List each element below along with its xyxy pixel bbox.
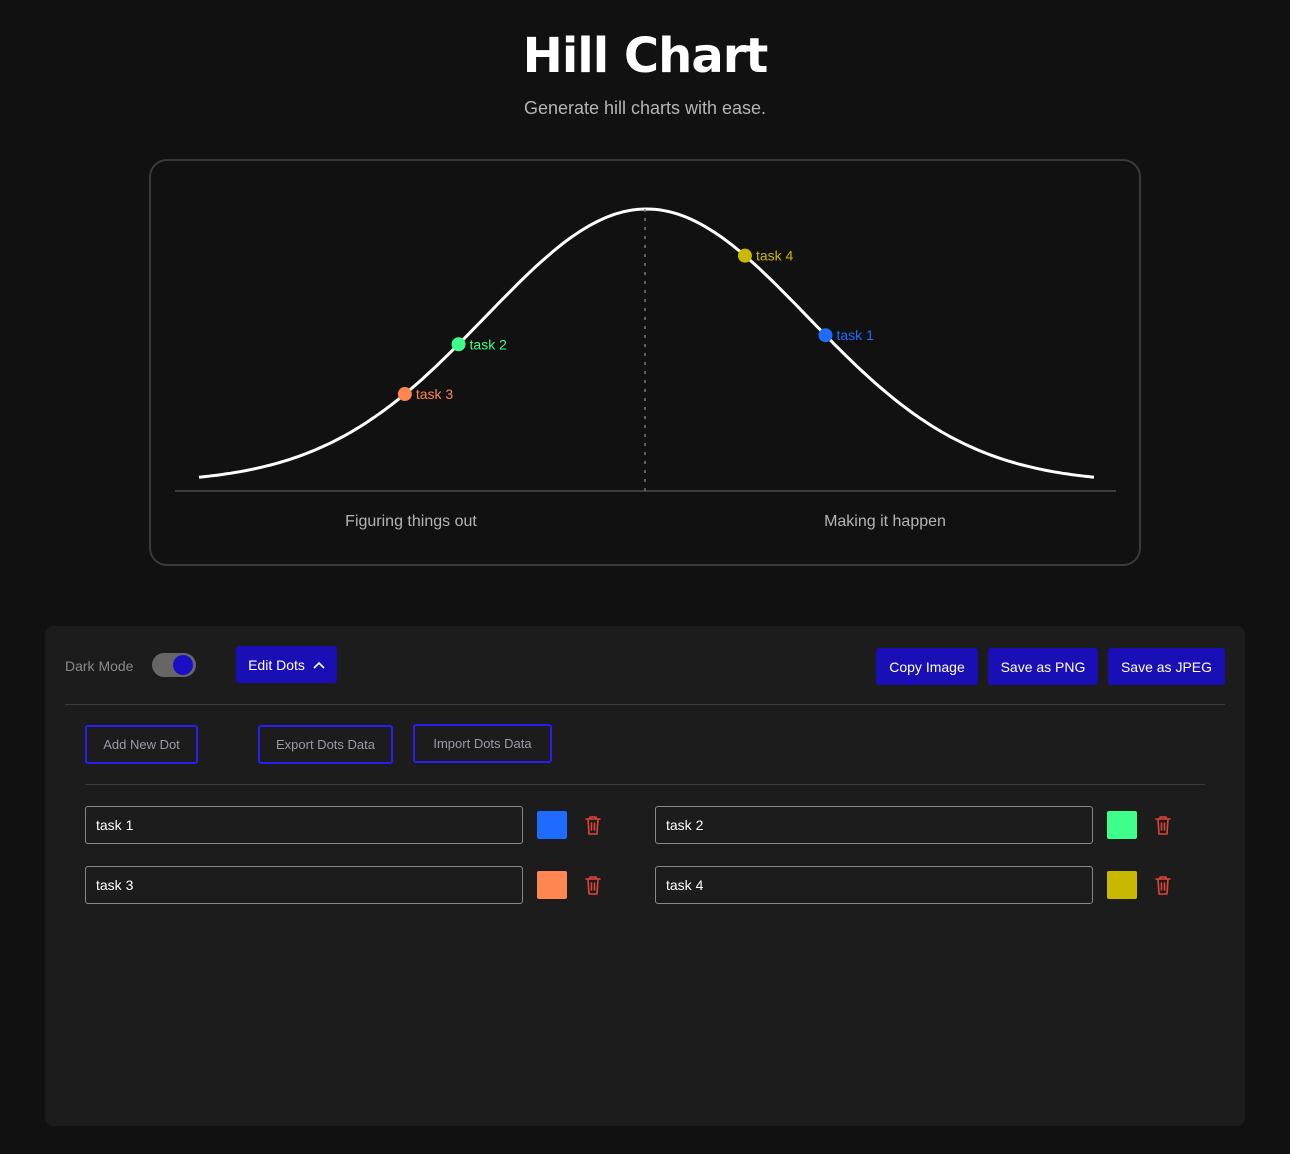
dot-name-input[interactable] [85,866,523,904]
trash-icon[interactable] [583,814,603,836]
dot-name-input[interactable] [85,806,523,844]
left-phase-label: Figuring things out [345,513,477,530]
right-phase-label: Making it happen [824,513,946,530]
hill-chart: Figuring things out Making it happen tas… [175,207,1116,530]
save-jpeg-button[interactable]: Save as JPEG [1108,648,1225,685]
dark-mode-toggle[interactable] [152,653,196,677]
hill-dot[interactable] [818,328,833,343]
panel-divider [65,704,1225,705]
trash-icon[interactable] [583,874,603,896]
dot-color-swatch[interactable] [1107,871,1137,899]
hill-dot-label: task 1 [837,327,875,343]
dot-name-input[interactable] [655,866,1093,904]
page-subtitle: Generate hill charts with ease. [523,98,767,118]
hill-curve [198,207,1095,479]
controls-panel: Dark Mode Edit Dots Copy Image Save as P… [45,626,1245,1126]
add-dot-button[interactable]: Add New Dot [85,725,198,764]
dots-divider [85,784,1205,785]
hill-dot[interactable] [397,387,412,402]
copy-image-button[interactable]: Copy Image [876,648,978,685]
dot-row [85,806,615,844]
export-dots-button[interactable]: Export Dots Data [258,725,393,764]
edit-dots-button[interactable]: Edit Dots [236,646,337,683]
dot-color-swatch[interactable] [1107,811,1137,839]
trash-icon[interactable] [1153,814,1173,836]
save-png-button[interactable]: Save as PNG [988,648,1098,685]
hill-chart-card: Figuring things out Making it happen tas… [149,159,1141,566]
dot-color-swatch[interactable] [537,871,567,899]
dot-row [655,866,1185,904]
page-title: Hill Chart [522,28,769,84]
hill-dot-label: task 3 [416,386,454,402]
dot-row [655,806,1185,844]
hill-dot-label: task 4 [756,248,794,264]
chevron-up-icon [313,661,325,669]
dot-color-swatch[interactable] [537,811,567,839]
toggle-knob [173,655,193,675]
dot-name-input[interactable] [655,806,1093,844]
hill-dot[interactable] [737,248,752,263]
edit-dots-label: Edit Dots [248,656,305,673]
import-dots-button[interactable]: Import Dots Data [413,724,552,763]
hill-dot-label: task 2 [470,336,508,352]
dot-row [85,866,615,904]
trash-icon[interactable] [1153,874,1173,896]
dark-mode-label: Dark Mode [65,658,134,674]
hill-dot[interactable] [451,337,466,352]
